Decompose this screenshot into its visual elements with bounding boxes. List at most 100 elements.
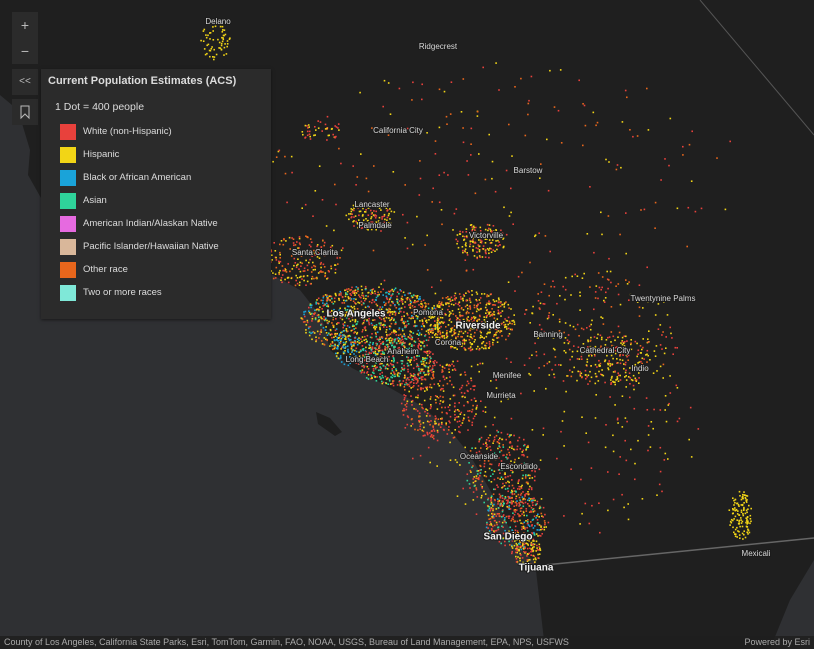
dot [730, 521, 733, 524]
dot [366, 372, 368, 374]
dot [416, 316, 419, 318]
zoom-out[interactable]: − [12, 38, 38, 64]
dot [427, 373, 430, 376]
dot [580, 355, 583, 358]
dot [532, 540, 534, 542]
dot [617, 325, 620, 328]
dot [270, 249, 272, 251]
dot [607, 215, 610, 217]
dot [385, 291, 387, 294]
dot [326, 298, 329, 301]
dot [597, 272, 600, 274]
dot [526, 553, 529, 555]
dot [632, 368, 634, 371]
dot [419, 428, 421, 430]
dot [272, 160, 274, 163]
dot [328, 134, 330, 137]
dot [354, 349, 356, 352]
dot [483, 474, 486, 477]
dot [371, 127, 373, 129]
dot [422, 430, 425, 433]
dot [560, 430, 562, 433]
dot [359, 370, 362, 372]
dot [479, 256, 481, 258]
dot [422, 435, 425, 437]
dot [404, 325, 406, 327]
dot [523, 438, 525, 441]
dot [594, 382, 597, 385]
dot [410, 363, 412, 366]
dot [384, 202, 386, 205]
dot [636, 355, 638, 358]
dot [456, 420, 459, 423]
dot [498, 445, 500, 447]
dot [562, 380, 565, 382]
dot [355, 347, 358, 350]
dot [535, 354, 538, 357]
dot [473, 389, 475, 391]
dot [445, 302, 447, 304]
dot [515, 558, 518, 560]
dot [659, 324, 662, 326]
dot [387, 82, 390, 84]
dot [474, 331, 476, 334]
dot [524, 475, 527, 477]
dot [536, 549, 539, 551]
dot [341, 346, 343, 349]
dot [484, 325, 486, 328]
dot [422, 358, 424, 360]
dot [589, 186, 591, 188]
dot [511, 492, 513, 495]
dot [526, 547, 529, 550]
dot [432, 434, 435, 437]
dot [463, 347, 466, 349]
dot [542, 516, 544, 518]
dot [443, 171, 445, 174]
dot [510, 434, 512, 436]
zoom-in[interactable]: + [12, 12, 38, 38]
dot [420, 333, 423, 336]
place-label: Cathedral City [580, 346, 631, 355]
dot [600, 345, 602, 348]
dot [279, 260, 282, 263]
dot [316, 299, 318, 301]
dot [474, 447, 477, 449]
dot [362, 355, 364, 358]
dot [593, 308, 595, 311]
bookmark[interactable] [12, 99, 38, 125]
dot [385, 295, 388, 298]
dot [470, 318, 472, 321]
dot [439, 426, 442, 428]
dot [470, 343, 473, 346]
dot [473, 317, 476, 320]
dot [671, 337, 673, 339]
dot [351, 313, 354, 316]
dot [334, 268, 337, 271]
dot [347, 296, 350, 298]
dot [412, 386, 414, 388]
dot [330, 295, 333, 298]
dot [294, 250, 296, 253]
collapse[interactable]: << [12, 69, 38, 95]
dot [333, 229, 335, 232]
dot [541, 528, 544, 530]
dot [523, 532, 525, 534]
dot [452, 437, 455, 439]
dot [392, 349, 394, 351]
dot [283, 238, 285, 240]
dot [458, 430, 460, 433]
dot [358, 337, 360, 339]
dot [460, 411, 463, 414]
dot [429, 329, 431, 332]
dot [497, 306, 500, 308]
dot [525, 542, 528, 545]
dot [461, 384, 464, 387]
dot [640, 209, 642, 211]
dot [416, 354, 418, 357]
dot [465, 300, 468, 302]
dot [364, 285, 367, 288]
powered-by[interactable]: Powered by Esri [744, 637, 810, 647]
dot [437, 418, 440, 420]
dot [460, 391, 463, 394]
